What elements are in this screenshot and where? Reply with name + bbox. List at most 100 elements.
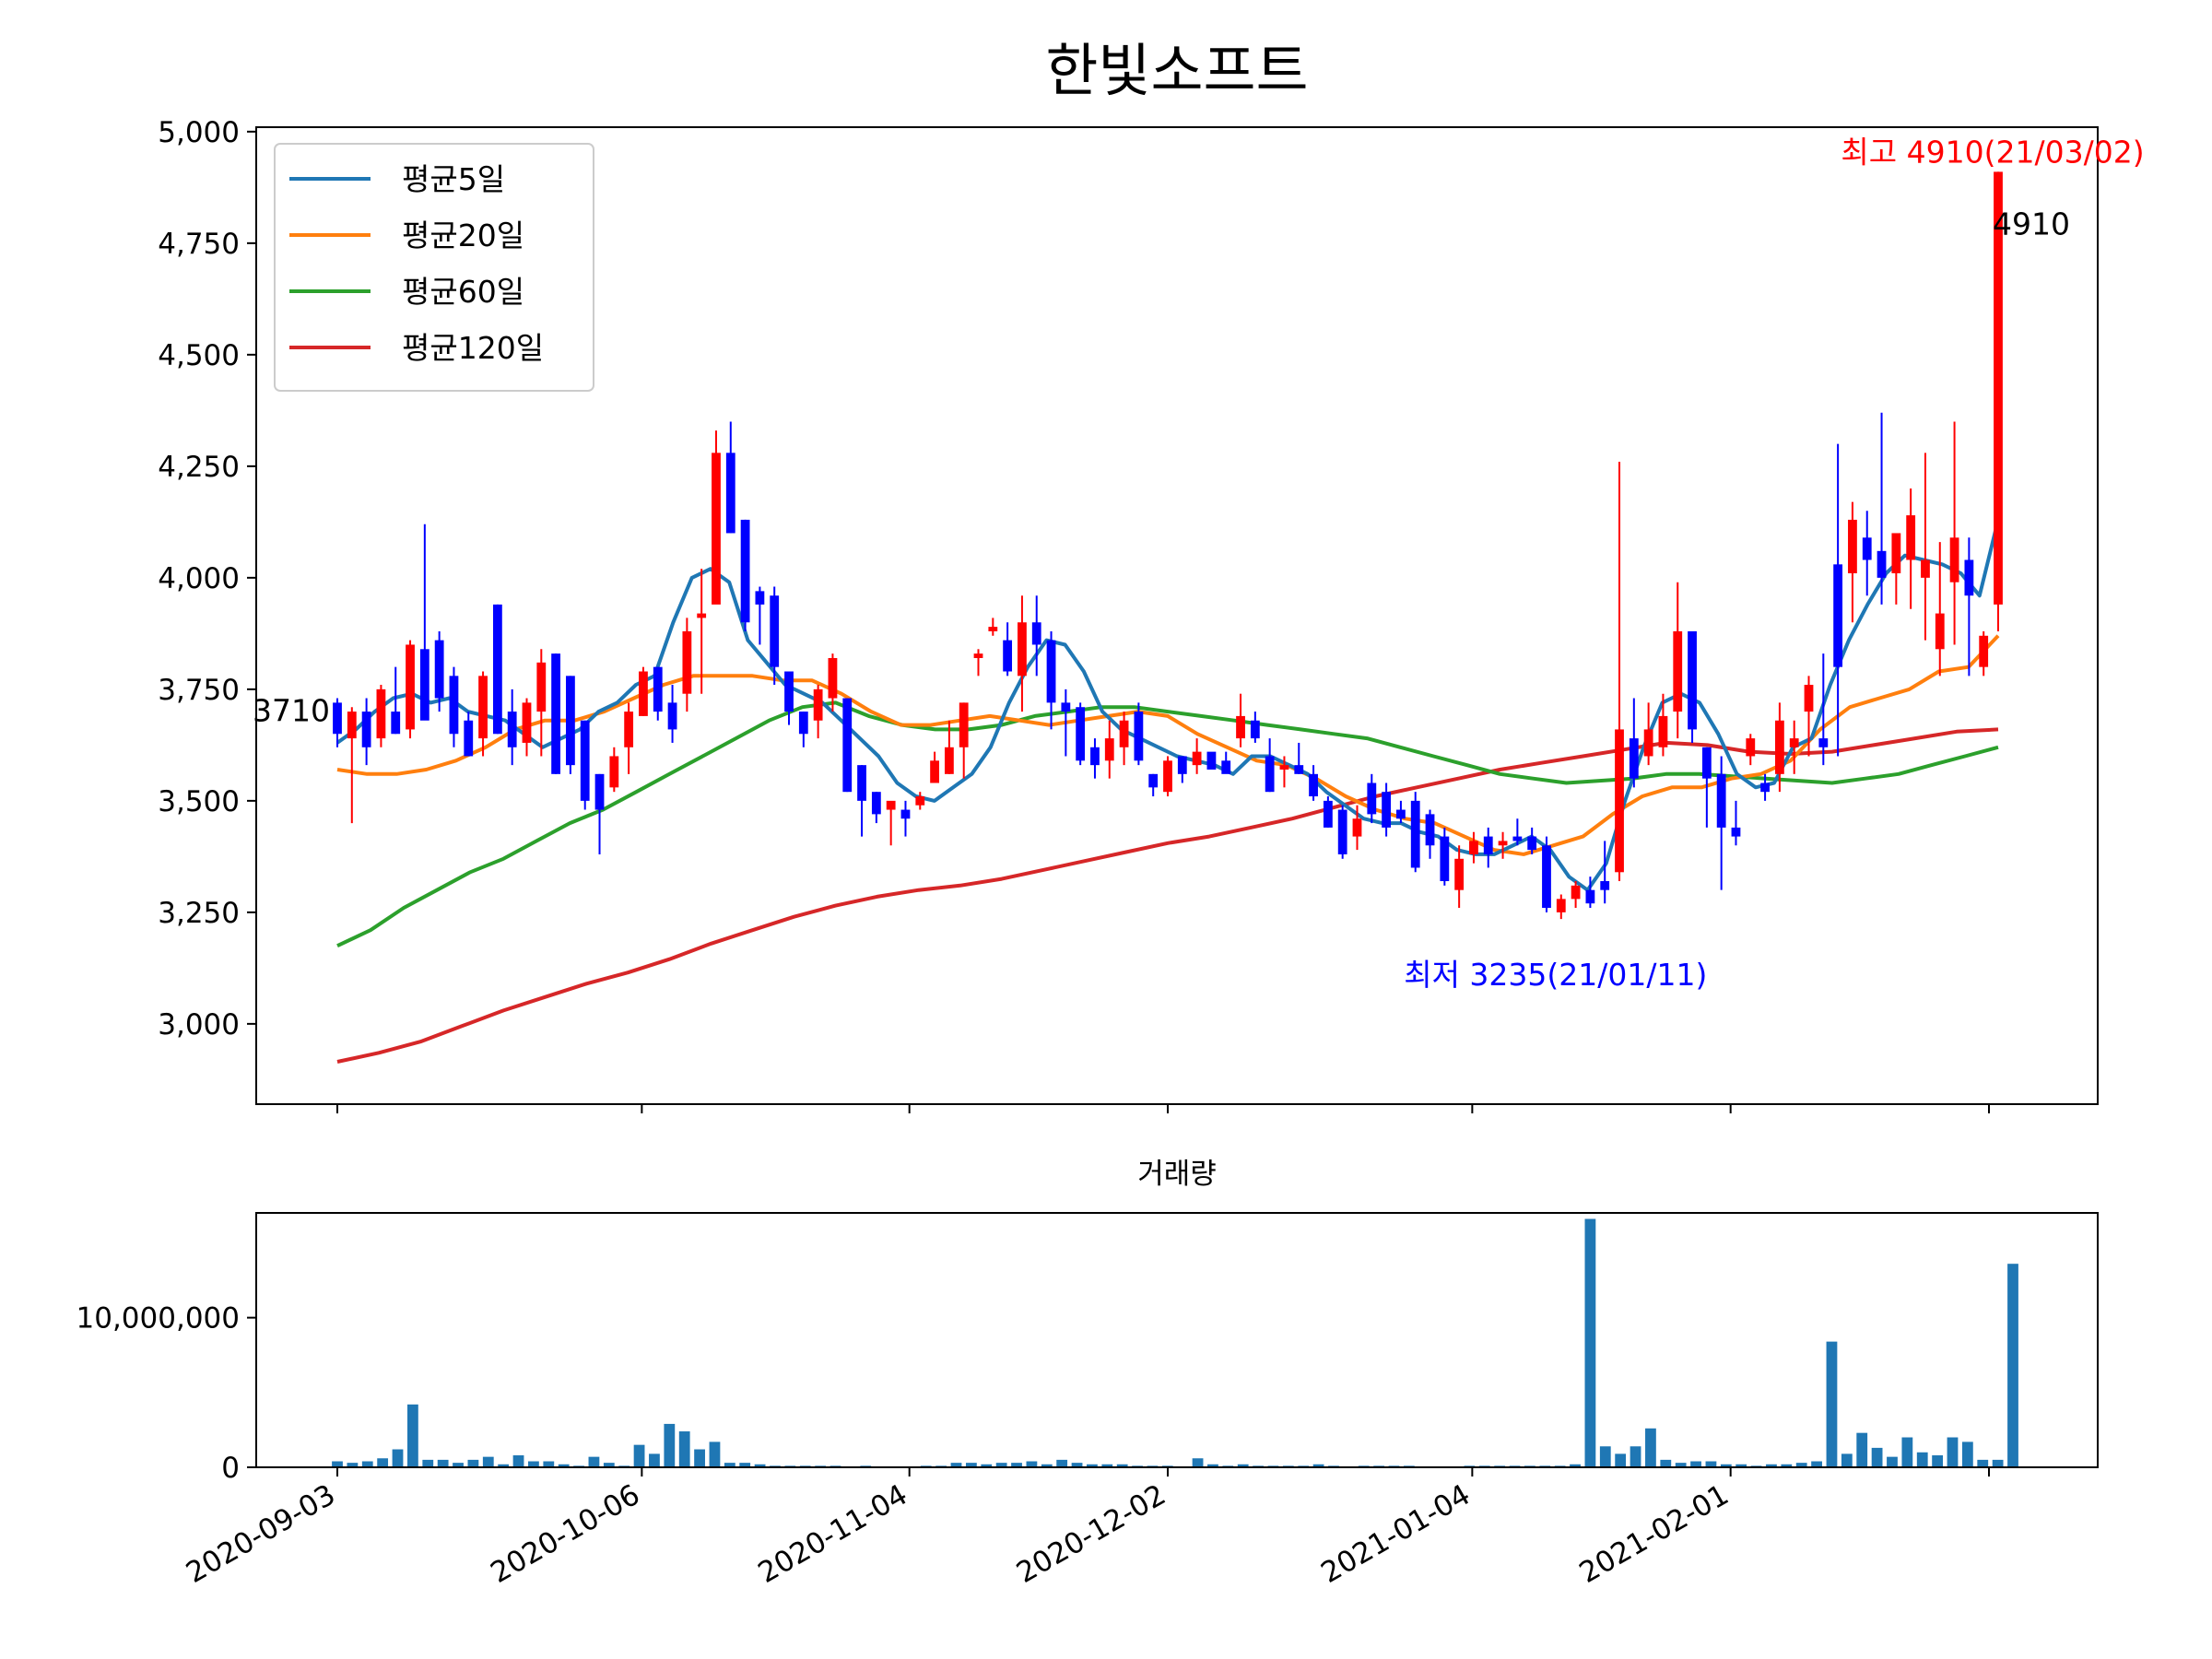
volume-bar [347,1463,359,1467]
candle-body [406,644,415,730]
candle-body [1600,880,1610,890]
volume-bar [482,1456,494,1467]
candle-body [1396,809,1406,819]
high-price-annotation: 최고 4910(21/03/02) [1841,134,2144,170]
candle-body [522,702,532,743]
price-tick-label: 5,000 [158,116,240,149]
volume-bar [1026,1461,1038,1467]
date-tick-label: 2021-02-01 [1574,1478,1735,1590]
volume-bars [332,1218,2018,1467]
volume-bar [1901,1437,1913,1467]
candle-body [1818,738,1829,747]
candle-body [1090,747,1100,766]
candle-body [667,702,677,730]
candle-body [1031,622,1041,645]
candle-body [1265,756,1275,793]
volume-bar [498,1464,510,1467]
volume-bar [1101,1464,1113,1467]
volume-bar [422,1459,434,1467]
candle-body [1760,782,1770,793]
candle-body [1337,809,1347,854]
volume-bar [406,1404,418,1467]
volume-bar [754,1464,766,1467]
candle-body [813,688,823,721]
candle-body [1862,537,1872,560]
volume-bar [1781,1464,1793,1467]
volume-bar [739,1463,751,1467]
volume-bar [453,1463,464,1467]
candle-body [1746,738,1756,757]
candle-body [944,747,954,774]
volume-bar [981,1464,993,1467]
legend-label: 평균120일 [402,330,544,366]
candle-body [1382,792,1392,828]
volume-bar [1312,1464,1324,1467]
volume-bar [1237,1464,1249,1467]
volume-bar [649,1453,660,1467]
candle-body [1469,841,1478,854]
candle-body [1294,765,1304,774]
candle-body [1279,765,1289,770]
candle-body [755,591,765,605]
candle-body [1003,640,1013,672]
candle-body [1352,818,1362,837]
candle-body [1615,729,1624,873]
candle-body [653,666,663,712]
candle-body [580,720,590,801]
candle-body [361,712,371,747]
date-axis: 2020-09-03 2020-10-06 2020-11-04 2020-12-02… [181,1467,1990,1590]
price-tick-label: 4,000 [158,562,240,595]
volume-bar [1615,1453,1627,1467]
candle-body [1119,720,1129,747]
candle-body [376,688,386,739]
low-price-annotation: 최저 3235(21/01/11) [1404,957,1707,993]
candle-body [536,662,547,712]
volume-bar [1041,1464,1053,1467]
legend-box [274,143,594,392]
volume-bar [588,1456,600,1467]
candle-body [1979,635,1989,667]
volume-bar [724,1463,735,1467]
candle-body [1061,702,1071,712]
candle-body [1688,630,1697,730]
candle-body [594,773,605,810]
volume-bar [1977,1459,1989,1467]
candle-body [1483,836,1493,854]
candle-body [1774,720,1784,774]
candle-body [1585,889,1595,904]
candle-body [347,712,357,739]
candle-body [697,613,707,618]
volume-tick-label: 10,000,000 [76,1302,241,1335]
date-tick-label: 2021-01-04 [1315,1478,1476,1590]
candle-body [1964,559,1974,596]
candle-body [1163,760,1172,793]
candle-body [1935,613,1945,650]
candle-body [1236,715,1245,739]
volume-bar [1011,1463,1022,1467]
candle-body [1877,550,1887,578]
volume-axis: 0 10,000,000 [76,1302,256,1485]
candle-body [1949,537,1959,582]
volume-bar [1947,1437,1959,1467]
price-tick-label: 4,750 [158,228,240,261]
candle-body [639,671,648,716]
volume-bar [1841,1453,1853,1467]
candle-body [434,640,444,699]
candle-body [1148,773,1159,788]
legend-label: 평균5일 [402,161,505,197]
candle-body [1250,720,1260,739]
volume-bar [1584,1218,1596,1467]
volume-bar [1766,1464,1777,1467]
candle-body [930,760,939,783]
candle-body [842,698,853,793]
date-tick-label: 2020-09-03 [181,1478,341,1590]
candle-body [770,595,780,667]
candle-body [973,653,983,658]
volume-bar [377,1458,389,1467]
price-tick-label: 3,500 [158,785,240,818]
candle-body [391,712,401,735]
volume-bar [995,1463,1007,1467]
candle-body [1076,707,1086,761]
volume-title: 거래량 [1137,1158,1217,1191]
